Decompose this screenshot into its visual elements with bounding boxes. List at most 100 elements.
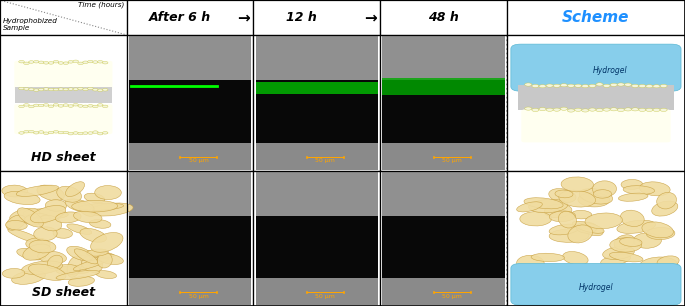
- Ellipse shape: [21, 261, 62, 274]
- Circle shape: [646, 108, 653, 111]
- Circle shape: [567, 84, 575, 87]
- Circle shape: [92, 61, 98, 63]
- Ellipse shape: [45, 200, 66, 211]
- Ellipse shape: [95, 185, 121, 200]
- Circle shape: [525, 83, 532, 86]
- Circle shape: [34, 132, 39, 134]
- Ellipse shape: [2, 269, 25, 278]
- Bar: [382, 172, 505, 216]
- Ellipse shape: [558, 211, 577, 228]
- Ellipse shape: [23, 244, 51, 260]
- Circle shape: [58, 105, 64, 107]
- Ellipse shape: [559, 190, 596, 207]
- Circle shape: [34, 104, 39, 106]
- Text: HD sheet: HD sheet: [31, 151, 96, 163]
- Ellipse shape: [55, 264, 80, 275]
- Bar: [382, 278, 505, 305]
- Bar: [127, 35, 253, 171]
- FancyBboxPatch shape: [14, 104, 112, 134]
- Circle shape: [38, 88, 44, 91]
- Text: 50 μm: 50 μm: [316, 159, 336, 163]
- Ellipse shape: [38, 215, 62, 231]
- Text: 12 h: 12 h: [286, 11, 317, 24]
- Bar: [127, 35, 253, 171]
- Ellipse shape: [23, 209, 68, 219]
- Ellipse shape: [568, 225, 593, 243]
- Text: 50 μm: 50 μm: [443, 159, 462, 163]
- Ellipse shape: [90, 219, 111, 228]
- Bar: [127, 171, 253, 306]
- Bar: [253, 35, 380, 171]
- Ellipse shape: [593, 181, 616, 197]
- Ellipse shape: [549, 211, 575, 222]
- Circle shape: [83, 132, 88, 134]
- Circle shape: [83, 88, 88, 91]
- Circle shape: [97, 89, 103, 91]
- Ellipse shape: [633, 233, 662, 248]
- Ellipse shape: [516, 255, 544, 271]
- Ellipse shape: [621, 180, 643, 189]
- Text: →: →: [364, 10, 377, 25]
- Ellipse shape: [578, 193, 610, 207]
- Ellipse shape: [642, 222, 673, 238]
- Bar: [507, 35, 685, 171]
- Circle shape: [88, 60, 93, 63]
- Circle shape: [575, 84, 582, 87]
- Ellipse shape: [603, 246, 634, 259]
- Ellipse shape: [6, 215, 25, 230]
- Circle shape: [63, 88, 68, 91]
- Circle shape: [53, 61, 59, 63]
- Ellipse shape: [8, 229, 42, 244]
- Ellipse shape: [73, 211, 102, 223]
- Text: Hydrogel: Hydrogel: [593, 66, 627, 75]
- Ellipse shape: [576, 222, 597, 233]
- Ellipse shape: [520, 212, 551, 226]
- Circle shape: [92, 88, 98, 91]
- Text: 50 μm: 50 μm: [443, 294, 462, 299]
- Circle shape: [78, 105, 84, 107]
- Ellipse shape: [96, 271, 116, 278]
- Ellipse shape: [545, 204, 572, 218]
- Circle shape: [38, 61, 44, 64]
- Bar: [380, 0, 507, 35]
- Ellipse shape: [621, 210, 644, 226]
- Bar: [0, 171, 127, 306]
- Circle shape: [58, 88, 64, 90]
- Bar: [129, 36, 251, 80]
- Circle shape: [73, 60, 79, 62]
- Ellipse shape: [57, 186, 82, 202]
- Circle shape: [102, 105, 108, 108]
- Ellipse shape: [524, 198, 563, 209]
- Circle shape: [532, 108, 539, 111]
- Bar: [380, 35, 507, 171]
- Circle shape: [560, 84, 567, 87]
- Bar: [0, 171, 127, 306]
- Circle shape: [560, 107, 567, 110]
- Bar: [256, 172, 378, 216]
- Bar: [382, 80, 505, 143]
- Bar: [307, 157, 344, 158]
- Ellipse shape: [619, 193, 648, 201]
- Circle shape: [43, 104, 49, 106]
- Ellipse shape: [16, 185, 59, 196]
- Ellipse shape: [610, 252, 643, 262]
- Circle shape: [48, 62, 54, 64]
- Circle shape: [29, 130, 34, 133]
- Circle shape: [68, 88, 73, 90]
- Ellipse shape: [78, 203, 124, 211]
- Bar: [380, 35, 507, 171]
- Ellipse shape: [97, 254, 123, 264]
- Ellipse shape: [65, 199, 94, 212]
- Ellipse shape: [80, 229, 107, 242]
- Circle shape: [539, 85, 546, 88]
- Text: SD sheet: SD sheet: [32, 286, 95, 299]
- Ellipse shape: [620, 238, 642, 246]
- Circle shape: [18, 87, 25, 90]
- Ellipse shape: [555, 190, 573, 198]
- FancyBboxPatch shape: [521, 110, 671, 142]
- Bar: [0, 0, 127, 35]
- Bar: [380, 171, 507, 306]
- Text: Scheme: Scheme: [562, 10, 630, 25]
- Circle shape: [546, 84, 553, 87]
- Text: Hydrogel: Hydrogel: [579, 282, 613, 292]
